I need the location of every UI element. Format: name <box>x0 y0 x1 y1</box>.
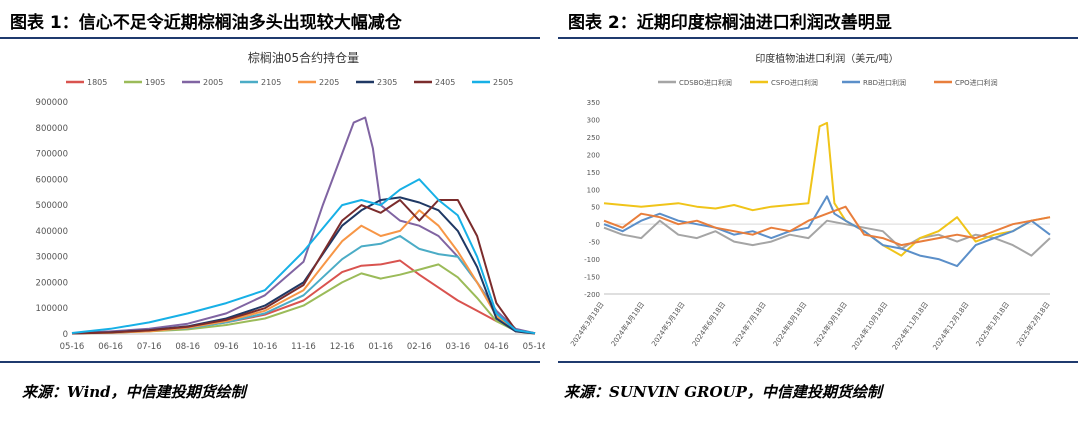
legend-item: 2405 <box>414 78 455 87</box>
x-tick-label: 04-16 <box>484 342 509 352</box>
x-tick-label: 2024年5月18日 <box>649 300 686 348</box>
x-tick-label: 03-16 <box>445 342 470 352</box>
y-tick-label: 500000 <box>36 201 68 211</box>
chart-title: 棕榈油05合约持仓量 <box>248 50 359 65</box>
legend-item: CPO进口利润 <box>934 78 998 87</box>
series-line <box>603 121 1051 257</box>
y-tick-label: 600000 <box>36 175 68 185</box>
legend-item: CSFO进口利润 <box>750 78 818 87</box>
series-line <box>603 219 1051 257</box>
legend-item: 2505 <box>472 78 513 87</box>
series-line <box>603 195 1051 268</box>
y-tick-label: 50 <box>591 204 600 212</box>
x-tick-label: 09-16 <box>214 342 239 352</box>
figure-1-source: 来源：Wind，中信建投期货绘制 <box>22 383 246 401</box>
y-tick-label: 800000 <box>36 124 68 134</box>
legend-label: CSFO进口利润 <box>771 78 818 87</box>
y-tick-label: 200000 <box>36 278 68 288</box>
x-tick-label: 02-16 <box>407 342 432 352</box>
legend-label: 2505 <box>493 78 513 87</box>
legend-label: RBD进口利润 <box>863 78 906 87</box>
x-tick-label: 2024年8月18日 <box>771 300 808 348</box>
y-tick-label: 350 <box>587 99 600 107</box>
y-tick-label: 200 <box>587 151 600 159</box>
y-tick-label: 700000 <box>36 150 68 160</box>
legend-label: 2405 <box>435 78 455 87</box>
y-tick-label: 300 <box>587 116 600 124</box>
legend-label: 2005 <box>203 78 223 87</box>
x-tick-label: 2024年10月18日 <box>850 300 890 352</box>
series-line <box>71 259 536 335</box>
x-tick-label: 05-16 <box>523 342 545 352</box>
x-tick-label: 01-16 <box>368 342 393 352</box>
x-tick-label: 12-16 <box>330 342 355 352</box>
legend-item: 2205 <box>298 78 339 87</box>
figure-2-top-rule <box>558 37 1078 39</box>
legend-label: 1805 <box>87 78 107 87</box>
y-tick-label: -50 <box>589 239 600 247</box>
y-tick-label: 900000 <box>36 98 68 108</box>
legend-item: 1805 <box>66 78 107 87</box>
x-tick-label: 11-16 <box>291 342 316 352</box>
x-tick-label: 06-16 <box>98 342 123 352</box>
figure-2-source: 来源：SUNVIN GROUP，中信建投期货绘制 <box>564 383 882 401</box>
x-tick-label: 10-16 <box>253 342 278 352</box>
figure-1-top-rule <box>0 37 540 39</box>
x-tick-label: 05-16 <box>60 342 85 352</box>
y-tick-label: 150 <box>587 169 600 177</box>
x-tick-label: 2024年7月18日 <box>731 300 768 348</box>
legend-label: CPO进口利润 <box>955 78 998 87</box>
y-tick-label: -200 <box>584 291 600 299</box>
y-tick-label: 0 <box>63 330 68 340</box>
y-tick-label: 0 <box>596 221 600 229</box>
y-tick-label: 100000 <box>36 304 68 314</box>
legend-item: 2105 <box>240 78 281 87</box>
legend-label: 2105 <box>261 78 281 87</box>
figure-2-title: 图表 2：近期印度棕榈油进口利润改善明显 <box>568 13 892 33</box>
legend-label: 2305 <box>377 78 397 87</box>
chart-title: 印度植物油进口利润（美元/吨） <box>755 52 898 65</box>
legend-item: 2305 <box>356 78 397 87</box>
y-tick-label: -150 <box>584 274 600 282</box>
legend-label: 1905 <box>145 78 165 87</box>
x-tick-label: 2024年12月18日 <box>931 300 971 352</box>
y-tick-label: 100 <box>587 186 600 194</box>
open-interest-chart: 棕榈油05合约持仓量 1805 1905 2005 2105 2205 2305 2405 25… <box>36 50 545 352</box>
legend-item: CDSBO进口利润 <box>658 78 732 87</box>
x-tick-label: 2024年3月18日 <box>568 300 605 348</box>
figure-2-bottom-rule <box>558 361 1078 363</box>
legend-item: 2005 <box>182 78 223 87</box>
figure-1-bottom-rule <box>0 361 540 363</box>
legend-label: CDSBO进口利润 <box>679 78 732 87</box>
x-tick-label: 07-16 <box>137 342 162 352</box>
y-tick-label: -100 <box>584 256 600 264</box>
x-tick-label: 2024年6月18日 <box>690 300 727 348</box>
y-tick-label: 400000 <box>36 227 68 237</box>
y-tick-label: 300000 <box>36 253 68 263</box>
x-tick-label: 2025年1月18日 <box>974 300 1011 348</box>
legend-item: RBD进口利润 <box>842 78 906 87</box>
y-tick-label: 250 <box>587 134 600 142</box>
x-tick-label: 2025年2月18日 <box>1014 300 1051 348</box>
series-line <box>71 199 536 335</box>
series-line <box>71 209 536 335</box>
series-line <box>71 178 536 335</box>
figure-1-title: 图表 1：信心不足令近期棕榈油多头出现较大幅减仓 <box>10 13 402 33</box>
x-tick-label: 2024年4月18日 <box>609 300 646 348</box>
x-tick-label: 08-16 <box>175 342 200 352</box>
legend-item: 1905 <box>124 78 165 87</box>
x-tick-label: 2024年11月18日 <box>890 300 930 352</box>
x-tick-label: 2024年9月18日 <box>812 300 849 348</box>
import-profit-chart: 印度植物油进口利润（美元/吨） CDSBO进口利润 CSFO进口利润 RBD进口利润 C… <box>568 52 1051 352</box>
series-line <box>603 205 1051 247</box>
legend-label: 2205 <box>319 78 339 87</box>
